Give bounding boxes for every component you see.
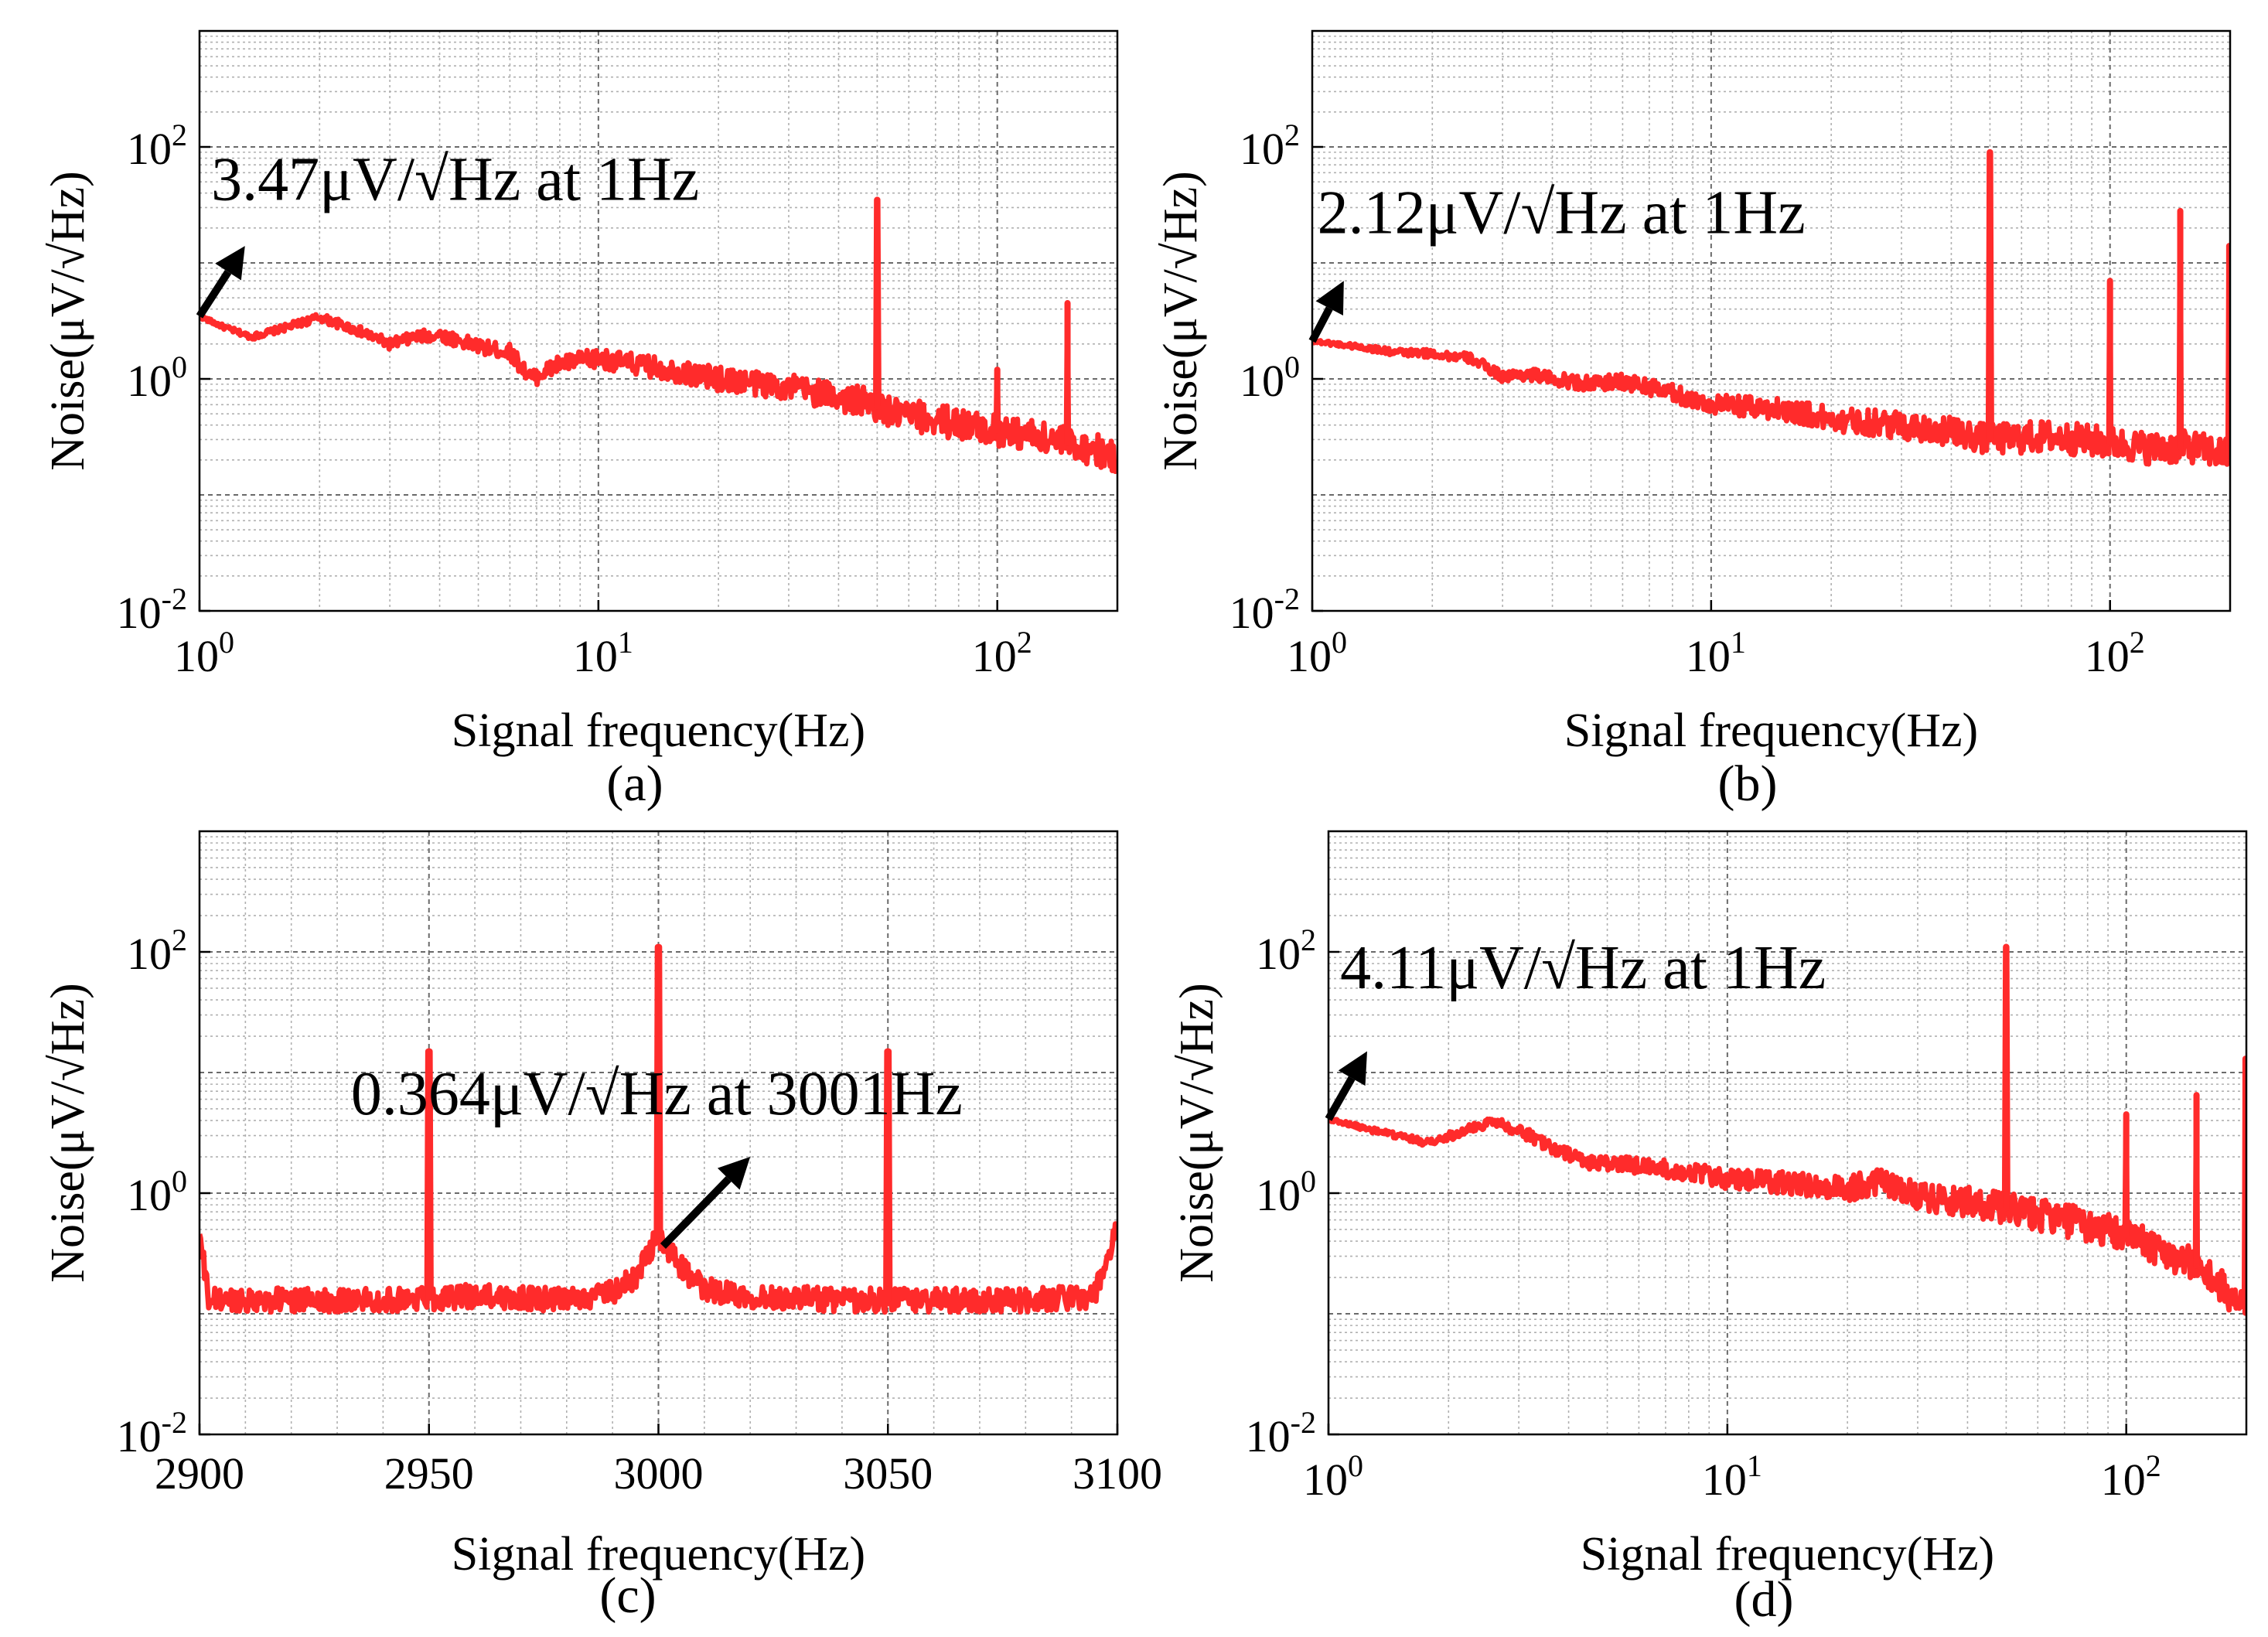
axes-frame bbox=[1311, 29, 2232, 612]
x-tick-label: 102 bbox=[2101, 1448, 2161, 1505]
x-axis-label: Signal frequency(Hz) bbox=[1564, 704, 1978, 757]
x-tick-label: 2950 bbox=[384, 1448, 474, 1499]
y-tick-label: 100 bbox=[1256, 1164, 1316, 1220]
y-tick-label: 102 bbox=[127, 118, 187, 174]
annotation-arrow bbox=[1325, 1076, 1356, 1121]
x-tick-label: 101 bbox=[573, 625, 633, 681]
noise-series-line bbox=[1328, 944, 2246, 1313]
annotation-arrow bbox=[1308, 306, 1333, 343]
panel-caption: (d) bbox=[1734, 1571, 1794, 1628]
x-axis-label: Signal frequency(Hz) bbox=[452, 704, 865, 757]
x-axis-label: Signal frequency(Hz) bbox=[1581, 1528, 1994, 1581]
grid bbox=[199, 30, 1118, 612]
annotation-arrow bbox=[660, 1176, 732, 1249]
y-tick-label: 10-2 bbox=[1229, 581, 1300, 638]
annotation-text: 2.12μV/√Hz at 1Hz bbox=[1318, 179, 1806, 247]
annotation-text: 0.364μV/√Hz at 3001Hz bbox=[351, 1060, 963, 1128]
x-tick-label: 3100 bbox=[1073, 1448, 1162, 1499]
annotation-arrow bbox=[196, 269, 232, 319]
x-tick-label: 3050 bbox=[843, 1448, 933, 1499]
x-tick-label: 100 bbox=[1287, 625, 1347, 681]
y-tick-label: 100 bbox=[127, 1164, 187, 1220]
panel-caption: (a) bbox=[606, 755, 663, 812]
y-axis-label: Noise(μV/√Hz) bbox=[42, 171, 94, 471]
x-axis-label: Signal frequency(Hz) bbox=[452, 1528, 865, 1581]
annotation-arrowhead bbox=[1338, 1051, 1367, 1086]
noise-series-line bbox=[200, 196, 1117, 474]
y-tick-label: 10-2 bbox=[117, 1405, 187, 1461]
y-tick-label: 10-2 bbox=[1246, 1405, 1316, 1461]
y-axis-label: Noise(μV/√Hz) bbox=[1154, 171, 1207, 471]
x-tick-label: 100 bbox=[1303, 1448, 1363, 1505]
y-tick-label: 100 bbox=[1240, 350, 1300, 406]
annotation-arrowhead bbox=[717, 1157, 751, 1190]
noise-series-line bbox=[1312, 149, 2230, 467]
y-tick-label: 102 bbox=[1240, 118, 1300, 174]
y-axis-label: Noise(μV/√Hz) bbox=[1171, 983, 1223, 1283]
x-tick-label: 102 bbox=[2085, 625, 2145, 681]
y-tick-label: 10-2 bbox=[117, 581, 187, 638]
annotation-text: 3.47μV/√Hz at 1Hz bbox=[211, 145, 699, 213]
x-tick-label: 3000 bbox=[614, 1448, 704, 1499]
chart-panel-c: 10-2 100 102 2900 2950 3000 3050 3100 Signal fre… bbox=[42, 830, 1162, 1624]
y-tick-label: 102 bbox=[1256, 923, 1316, 979]
x-tick-label: 2900 bbox=[155, 1448, 244, 1499]
x-tick-label: 101 bbox=[1702, 1448, 1762, 1505]
panel-caption: (c) bbox=[599, 1567, 656, 1624]
y-axis-label: Noise(μV/√Hz) bbox=[42, 983, 94, 1283]
axes-frame bbox=[198, 29, 1119, 612]
panel-caption: (b) bbox=[1718, 755, 1778, 812]
x-tick-label: 101 bbox=[1686, 625, 1746, 681]
x-tick-label: 102 bbox=[972, 625, 1032, 681]
y-tick-label: 100 bbox=[127, 350, 187, 406]
annotation-text: 4.11μV/√Hz at 1Hz bbox=[1340, 934, 1826, 1002]
x-tick-label: 100 bbox=[174, 625, 234, 681]
y-tick-label: 102 bbox=[127, 923, 187, 979]
axes-frame bbox=[1327, 830, 2248, 1436]
grid bbox=[1311, 30, 2231, 612]
annotation-arrowhead bbox=[215, 246, 245, 281]
annotation-arrowhead bbox=[1315, 281, 1344, 315]
